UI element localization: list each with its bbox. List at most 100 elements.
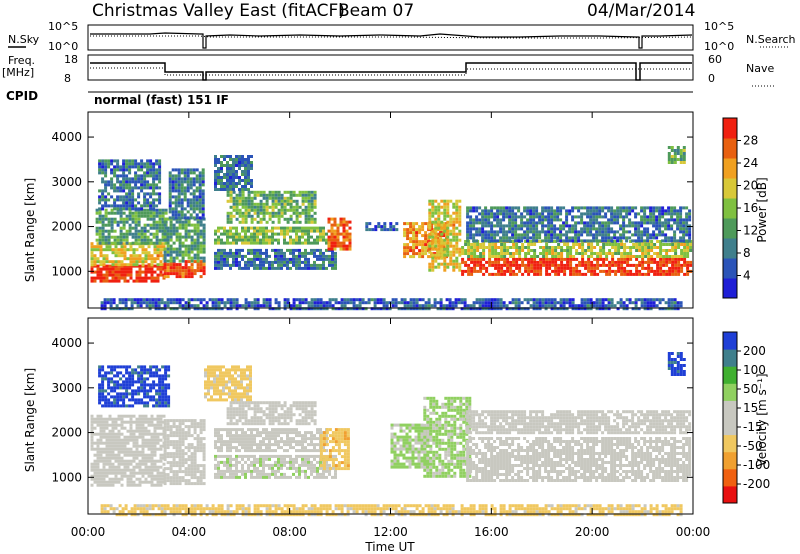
power-cell bbox=[592, 227, 596, 231]
power-cell bbox=[202, 269, 206, 273]
power-cell bbox=[676, 224, 680, 228]
power-cell bbox=[199, 220, 203, 224]
power-cell bbox=[403, 243, 407, 247]
velocity-cell bbox=[150, 462, 154, 466]
power-cell bbox=[415, 243, 419, 247]
power-cell bbox=[458, 238, 462, 242]
power-cell bbox=[469, 224, 473, 228]
power-cell bbox=[202, 298, 206, 302]
velocity-cell bbox=[99, 483, 103, 487]
power-cell bbox=[493, 212, 497, 216]
power-cell bbox=[235, 301, 239, 305]
power-cell bbox=[616, 209, 620, 213]
power-cell bbox=[274, 214, 278, 218]
power-cell bbox=[277, 193, 281, 197]
velocity-cell bbox=[102, 459, 106, 463]
velocity-cell bbox=[111, 429, 115, 433]
power-cell bbox=[547, 304, 551, 308]
power-cell bbox=[159, 251, 163, 255]
power-cell bbox=[409, 304, 413, 308]
power-cell bbox=[418, 240, 422, 244]
power-cell bbox=[274, 260, 277, 264]
power-cell bbox=[607, 304, 611, 308]
power-y-tick-label: 1000 bbox=[51, 264, 82, 278]
power-cell bbox=[377, 225, 381, 229]
power-cell bbox=[562, 239, 566, 243]
noise-frame bbox=[87, 24, 694, 51]
power-cell bbox=[554, 260, 558, 264]
velocity-cell bbox=[150, 435, 154, 439]
velocity-cell bbox=[135, 423, 139, 427]
velocity-cell bbox=[156, 447, 160, 451]
power-cell bbox=[301, 226, 304, 230]
power-cell bbox=[637, 239, 641, 243]
power-cell bbox=[119, 217, 123, 221]
power-cell bbox=[247, 164, 250, 167]
power-cell bbox=[310, 208, 314, 212]
power-cell bbox=[220, 301, 224, 305]
power-cell bbox=[656, 272, 660, 276]
power-cell bbox=[161, 217, 165, 221]
velocity-cell bbox=[150, 456, 154, 460]
power-cell bbox=[460, 301, 464, 305]
power-cell bbox=[271, 260, 274, 264]
power-cell bbox=[529, 206, 533, 210]
power-cell bbox=[607, 209, 611, 213]
power-cell bbox=[295, 241, 298, 245]
velocity-cell bbox=[90, 441, 94, 445]
power-cell bbox=[286, 298, 290, 302]
power-cell bbox=[110, 186, 114, 190]
velocity-cell bbox=[96, 456, 100, 460]
power-cell bbox=[592, 301, 596, 305]
power-cell bbox=[156, 257, 160, 261]
power-cell bbox=[545, 257, 549, 261]
velocity-cell bbox=[141, 459, 145, 463]
power-cell bbox=[440, 238, 444, 242]
power-cell bbox=[301, 260, 304, 264]
power-cell bbox=[253, 298, 257, 302]
power-cell bbox=[158, 171, 162, 175]
power-cell bbox=[220, 176, 223, 179]
power-cell bbox=[665, 255, 669, 258]
power-cell bbox=[509, 272, 513, 276]
power-cell bbox=[339, 241, 343, 245]
power-cell bbox=[256, 190, 260, 194]
power-cell bbox=[313, 266, 316, 270]
power-cell bbox=[611, 269, 615, 273]
power-cell bbox=[316, 263, 319, 267]
power-cell bbox=[569, 269, 573, 273]
power-cell bbox=[670, 304, 674, 308]
power-cell bbox=[428, 223, 432, 227]
power-cell bbox=[256, 229, 259, 233]
power-cell bbox=[109, 301, 113, 305]
power-cell bbox=[580, 233, 584, 237]
power-cell bbox=[128, 207, 132, 211]
power-cell bbox=[428, 265, 432, 269]
power-cell bbox=[503, 249, 507, 252]
power-cell bbox=[674, 260, 678, 264]
power-cell bbox=[649, 236, 653, 240]
power-cell bbox=[107, 198, 111, 202]
power-cell bbox=[682, 233, 686, 237]
power-cell bbox=[689, 246, 693, 249]
power-cell bbox=[665, 257, 669, 261]
power-cell bbox=[589, 221, 593, 225]
power-cell bbox=[421, 307, 425, 311]
power-cell bbox=[458, 211, 462, 215]
power-cell bbox=[688, 230, 692, 234]
power-cell bbox=[119, 183, 123, 187]
power-cell bbox=[250, 257, 253, 261]
power-cell bbox=[440, 253, 444, 257]
velocity-cell bbox=[144, 465, 148, 469]
power-cell bbox=[434, 205, 438, 209]
power-cell bbox=[601, 301, 605, 305]
power-cell bbox=[469, 236, 473, 240]
velocity-cell bbox=[132, 468, 136, 472]
power-cell bbox=[168, 198, 172, 202]
power-cell bbox=[144, 270, 148, 274]
power-cell bbox=[171, 168, 175, 172]
power-cell bbox=[134, 235, 138, 239]
velocity-cell bbox=[138, 450, 142, 454]
power-cell bbox=[98, 229, 102, 233]
power-cell bbox=[158, 201, 162, 205]
